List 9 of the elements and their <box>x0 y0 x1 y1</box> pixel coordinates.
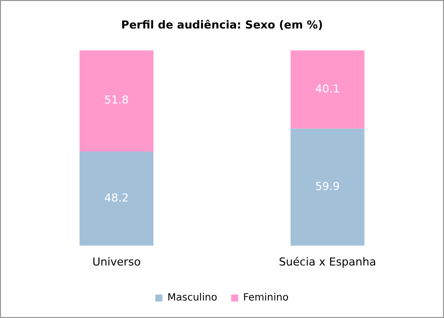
legend-label: Masculino <box>167 292 218 304</box>
data-label: 40.1 <box>315 82 340 96</box>
chart-title: Perfil de audiência: Sexo (em %) <box>121 18 323 32</box>
data-label: 51.8 <box>104 94 129 107</box>
x-tick-label: Universo <box>92 255 141 268</box>
data-label: 48.2 <box>104 192 129 205</box>
x-tick-label: Suécia x Espanha <box>278 255 376 268</box>
legend-label: Feminino <box>243 292 289 304</box>
data-label: 59.9 <box>315 180 340 194</box>
